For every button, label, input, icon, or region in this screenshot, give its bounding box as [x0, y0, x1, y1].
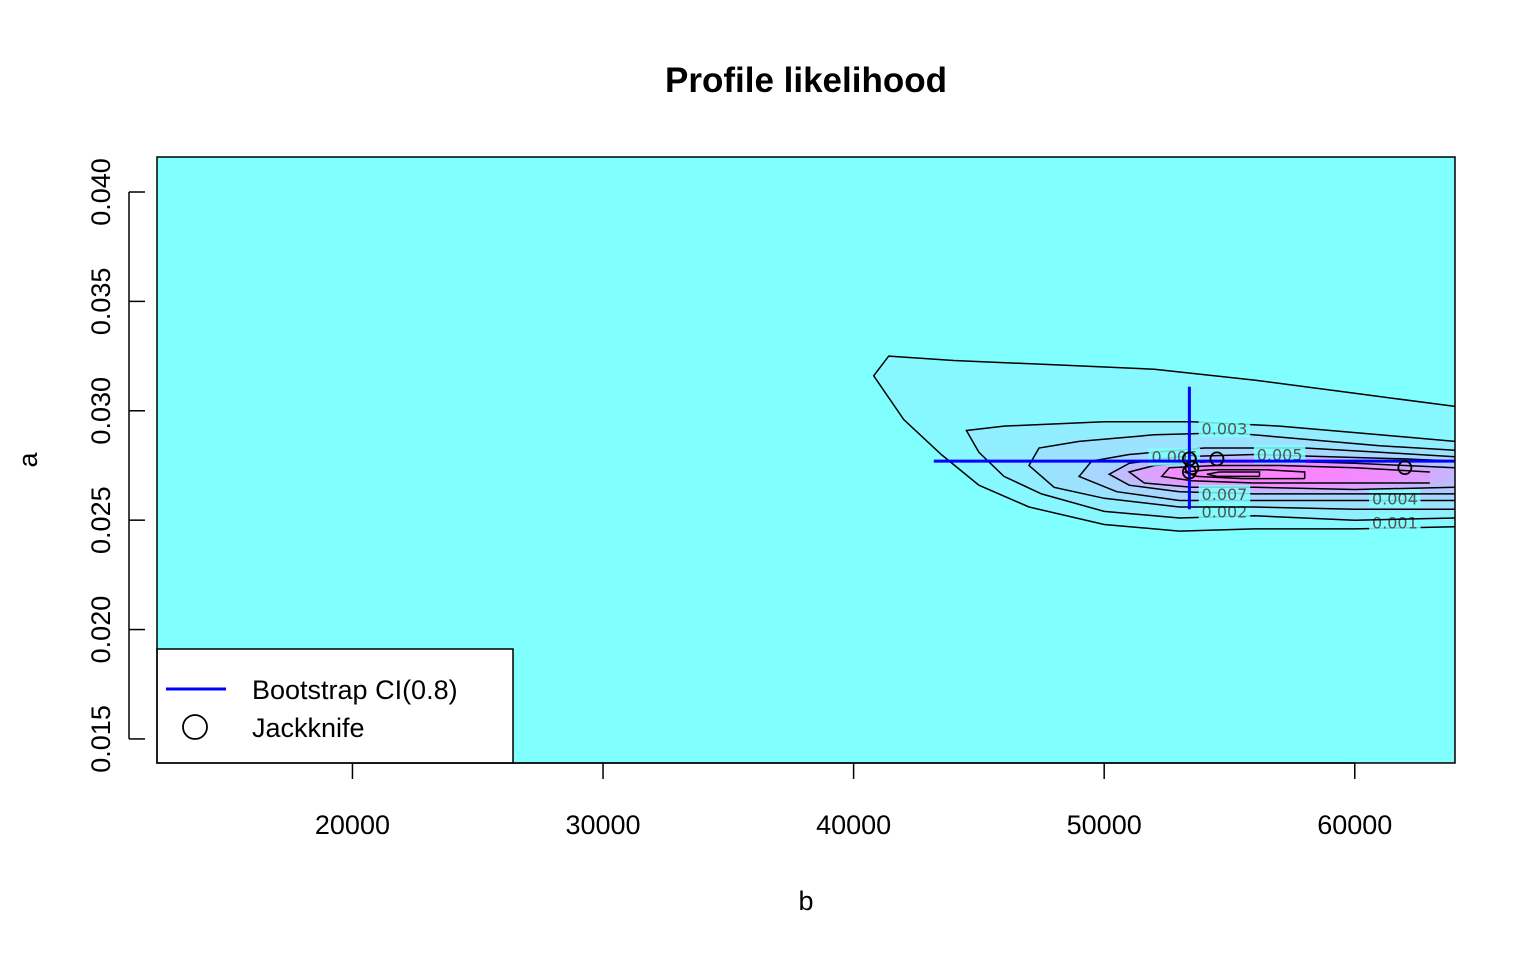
- x-tick-label: 50000: [1067, 810, 1142, 840]
- legend-label: Jackknife: [252, 713, 365, 743]
- y-tick-label: 0.035: [86, 268, 116, 336]
- x-tick-label: 20000: [315, 810, 390, 840]
- contour-line: [1160, 464, 1430, 484]
- x-axis-label: b: [798, 886, 813, 916]
- legend-circle-symbol: [182, 714, 208, 740]
- chart-title: Profile likelihood: [665, 61, 947, 100]
- jackknife-point: [1397, 460, 1413, 476]
- contour-line: [872, 355, 1455, 532]
- legend: Bootstrap CI(0.8) Jackknife: [156, 648, 514, 764]
- plot-frame: [156, 156, 1456, 764]
- x-axis: 20000 30000 40000 50000 60000: [315, 762, 1392, 840]
- contour-label-bg: [1369, 513, 1421, 532]
- y-tick-label: 0.020: [86, 596, 116, 664]
- jackknife-point: [1184, 460, 1200, 476]
- contour-label: 0.002: [1202, 502, 1248, 521]
- y-tick-label: 0.030: [86, 377, 116, 445]
- contour-label: 0.001: [1372, 513, 1418, 532]
- x-tick-label: 40000: [816, 810, 891, 840]
- contour-line: [1077, 447, 1455, 502]
- contour-label: 0.007: [1202, 485, 1248, 504]
- jackknife-point: [1209, 451, 1225, 467]
- x-tick-label: 30000: [565, 810, 640, 840]
- contour-label: 0.003: [1202, 419, 1248, 438]
- contour-line: [1107, 453, 1455, 495]
- y-tick-label: 0.025: [86, 486, 116, 554]
- contour-line: [1206, 471, 1261, 478]
- contour-line: [1028, 431, 1455, 510]
- y-axis: 0.015 0.020 0.025 0.030 0.035 0.040: [86, 158, 145, 773]
- contour-label-bg: [1198, 484, 1251, 503]
- y-tick-label: 0.040: [86, 158, 116, 226]
- contour-label-bg: [1198, 419, 1251, 438]
- legend-label: Bootstrap CI(0.8): [252, 675, 458, 705]
- x-tick-label: 60000: [1317, 810, 1392, 840]
- y-tick-label: 0.015: [86, 705, 116, 773]
- contour-label-bg: [1253, 445, 1306, 464]
- contour-label: 0.004: [1372, 489, 1418, 508]
- legend-box: [156, 648, 514, 764]
- y-axis-label: a: [13, 452, 43, 468]
